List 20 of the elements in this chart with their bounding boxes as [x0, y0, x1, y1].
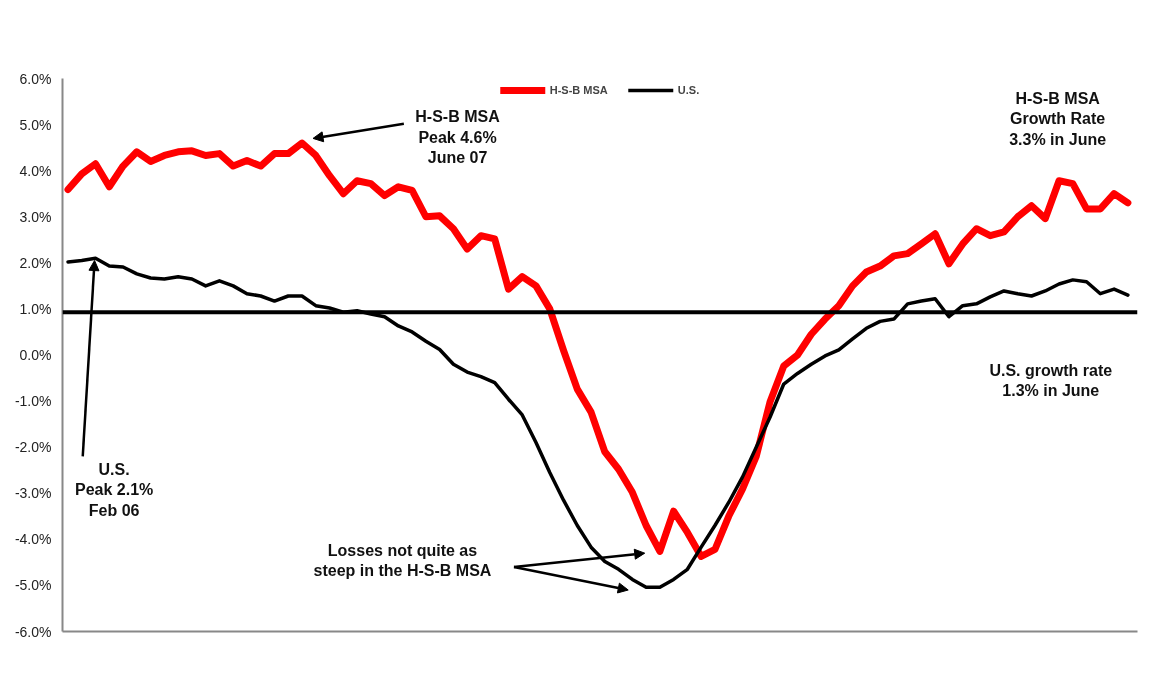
annotation: H-S-B MSA Growth Rate 3.3% in June — [1009, 90, 1107, 148]
annotation: U.S. growth rate 1.3% in June — [989, 361, 1113, 400]
y-tick-label: -2.0% — [14, 439, 52, 456]
y-tick-label: 5.0% — [19, 116, 52, 133]
y-tick-label: -3.0% — [14, 485, 52, 502]
y-tick-label: -1.0% — [14, 393, 52, 410]
legend-label: H-S-B MSA — [549, 84, 608, 96]
y-tick-label: -5.0% — [14, 577, 52, 594]
y-tick-label: 3.0% — [19, 208, 52, 225]
y-tick-label: 6.0% — [19, 70, 52, 87]
y-tick-label: 0.0% — [19, 347, 52, 363]
annotation: H-S-B MSA Peak 4.6% June 07 — [415, 108, 501, 167]
y-tick-label: -4.0% — [14, 531, 52, 548]
legend-label: U.S. — [677, 84, 700, 96]
y-tick-label: 1.0% — [19, 300, 52, 317]
y-tick-label: -6.0% — [14, 623, 52, 640]
y-tick-label: 2.0% — [19, 254, 52, 271]
annotation: Losses not quite as steep in the H-S-B MSA — [313, 541, 492, 580]
y-tick-label: 4.0% — [19, 162, 52, 179]
annotation: U.S. Peak 2.1% Feb 06 — [74, 460, 154, 519]
